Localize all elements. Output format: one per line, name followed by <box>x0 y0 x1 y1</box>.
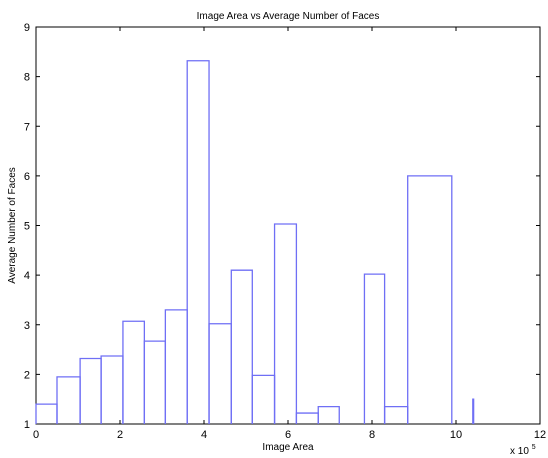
y-tick-label: 1 <box>24 419 30 431</box>
y-tick-label: 5 <box>24 221 30 233</box>
y-tick-label: 2 <box>24 369 30 381</box>
y-tick-label: 4 <box>24 270 30 282</box>
x-multiplier-base: x 10 <box>510 446 529 457</box>
y-axis-label: Average Number of Faces <box>7 167 18 284</box>
x-axis-label: Image Area <box>262 442 314 453</box>
x-tick-label: 8 <box>369 429 375 441</box>
histogram-bin <box>363 273 386 424</box>
y-tick-label: 8 <box>24 72 30 84</box>
x-axis-multiplier: x 10 5 <box>510 444 536 457</box>
y-tick-label: 3 <box>24 320 30 332</box>
histogram-bin <box>407 175 453 424</box>
x-tick-label: 6 <box>285 429 291 441</box>
x-tick-label: 10 <box>450 429 462 441</box>
histogram-bin <box>317 405 340 424</box>
histogram-bin <box>472 398 475 424</box>
x-tick-label: 4 <box>201 429 207 441</box>
chart-title: Image Area vs Average Number of Faces <box>197 11 380 22</box>
y-tick-label: 9 <box>24 22 30 34</box>
x-tick-label: 0 <box>33 429 39 441</box>
data-marks <box>35 60 475 424</box>
x-multiplier-exponent: 5 <box>532 444 536 451</box>
histogram-bin <box>273 223 298 424</box>
x-tick-label: 12 <box>534 429 546 441</box>
histogram-bin <box>230 269 253 424</box>
plot-area <box>35 26 541 425</box>
histogram-bin <box>186 60 210 424</box>
y-tick-label: 7 <box>24 121 30 133</box>
x-tick-label: 2 <box>117 429 123 441</box>
y-tick-label: 6 <box>24 171 30 183</box>
